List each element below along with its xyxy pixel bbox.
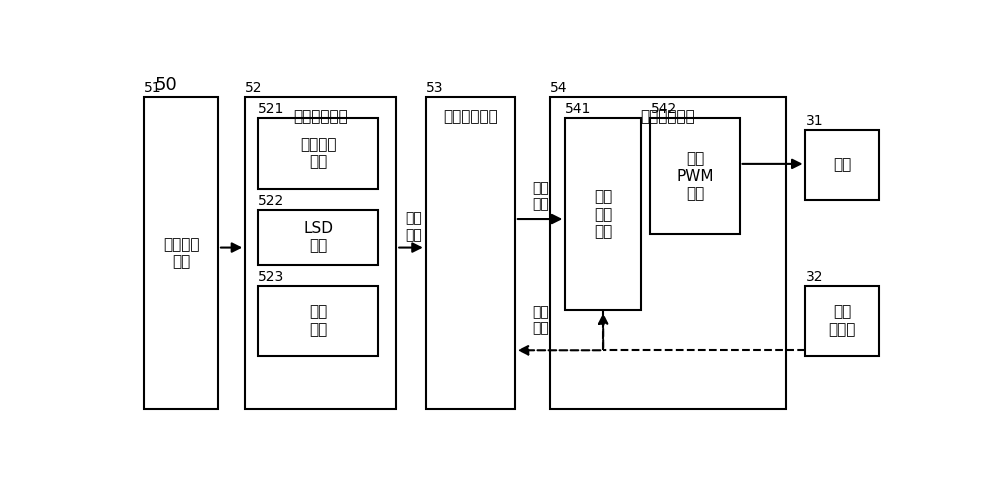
Text: 541: 541 bbox=[565, 102, 592, 117]
Text: 522: 522 bbox=[258, 194, 285, 207]
Text: 31: 31 bbox=[805, 114, 823, 128]
Bar bbox=[258, 118, 378, 189]
Bar bbox=[650, 118, 740, 234]
Text: 油压
传感器: 油压 传感器 bbox=[829, 305, 856, 337]
Bar bbox=[805, 129, 879, 200]
Bar bbox=[426, 97, 515, 409]
Bar bbox=[245, 97, 396, 409]
Text: 指令
油压: 指令 油压 bbox=[532, 181, 549, 211]
Bar bbox=[258, 286, 378, 356]
Text: 51: 51 bbox=[144, 82, 162, 95]
Text: 实际
油压: 实际 油压 bbox=[532, 305, 549, 335]
Text: 计算
目标
油压: 计算 目标 油压 bbox=[594, 189, 612, 239]
Text: 电机
PWM
控制: 电机 PWM 控制 bbox=[676, 151, 714, 201]
Text: 53: 53 bbox=[426, 82, 443, 95]
Bar bbox=[805, 286, 879, 356]
Text: 523: 523 bbox=[258, 270, 285, 284]
Text: 上坡
控制: 上坡 控制 bbox=[309, 305, 327, 337]
Bar bbox=[550, 97, 786, 409]
Text: 油压反馈控制: 油压反馈控制 bbox=[641, 109, 695, 124]
Bar bbox=[144, 97, 218, 409]
Text: 50: 50 bbox=[154, 77, 177, 94]
Text: 542: 542 bbox=[650, 102, 677, 117]
Bar bbox=[258, 209, 378, 265]
Text: 521: 521 bbox=[258, 102, 285, 117]
Text: 基本分配
控制: 基本分配 控制 bbox=[300, 137, 337, 169]
Text: 计算指令油压: 计算指令油压 bbox=[443, 109, 498, 124]
Text: 计算驱动
扭矩: 计算驱动 扭矩 bbox=[163, 237, 199, 269]
Text: 指令
扭矩: 指令 扭矩 bbox=[406, 211, 422, 242]
Text: 52: 52 bbox=[245, 82, 263, 95]
Bar bbox=[565, 118, 641, 310]
Text: 电机: 电机 bbox=[833, 157, 851, 172]
Text: 54: 54 bbox=[550, 82, 567, 95]
Text: 计算控制扭矩: 计算控制扭矩 bbox=[293, 109, 348, 124]
Text: LSD
控制: LSD 控制 bbox=[303, 221, 333, 253]
Text: 32: 32 bbox=[805, 270, 823, 284]
